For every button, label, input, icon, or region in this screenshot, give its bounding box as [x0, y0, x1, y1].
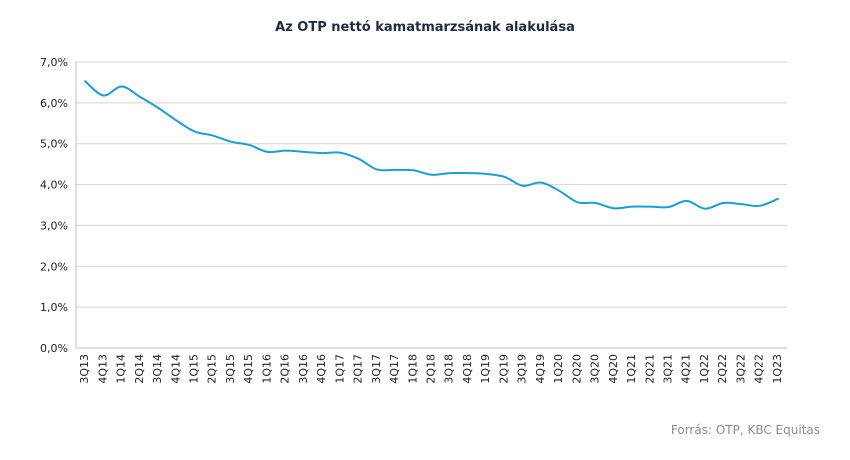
- x-tick-label: 2Q15: [206, 354, 219, 384]
- x-tick-label: 4Q18: [461, 354, 474, 384]
- x-tick-label: 1Q17: [333, 354, 346, 384]
- x-tick-label: 2Q19: [497, 354, 510, 384]
- y-tick-label: 3,0%: [40, 219, 68, 232]
- source-note: Forrás: OTP, KBC Equitas: [671, 423, 820, 437]
- x-tick-label: 2Q22: [716, 354, 729, 384]
- x-tick-label: 4Q22: [753, 354, 766, 384]
- x-tick-label: 2Q18: [425, 354, 438, 384]
- x-tick-label: 4Q14: [169, 354, 182, 384]
- x-tick-label: 2Q17: [352, 354, 365, 384]
- x-tick-label: 4Q15: [242, 354, 255, 384]
- x-tick-label: 3Q14: [151, 354, 164, 384]
- chart-title: Az OTP nettó kamatmarzsának alakulása: [275, 20, 575, 35]
- x-tick-label: 2Q16: [279, 354, 292, 384]
- grid-lines: [75, 61, 787, 349]
- x-tick-label: 4Q13: [96, 354, 109, 384]
- series-line: [84, 80, 779, 210]
- x-tick-label: 3Q16: [297, 354, 310, 384]
- y-tick-label: 0,0%: [40, 342, 68, 355]
- x-tick-label: 1Q18: [406, 354, 419, 384]
- x-tick-label: 1Q20: [552, 354, 565, 384]
- x-tick-label: 1Q19: [479, 354, 492, 384]
- y-tick-label: 7,0%: [40, 56, 68, 69]
- x-tick-label: 4Q20: [607, 354, 620, 384]
- x-tick-label: 2Q21: [643, 354, 656, 384]
- x-tick-label: 3Q17: [370, 354, 383, 384]
- x-tick-label: 2Q14: [133, 354, 146, 384]
- x-tick-label: 1Q21: [625, 354, 638, 384]
- y-tick-label: 2,0%: [40, 260, 68, 273]
- x-tick-label: 1Q15: [188, 354, 201, 384]
- y-tick-label: 1,0%: [40, 301, 68, 314]
- x-tick-label: 3Q15: [224, 354, 237, 384]
- y-tick-label: 6,0%: [40, 97, 68, 110]
- x-tick-label: 1Q14: [115, 354, 128, 384]
- x-tick-label: 4Q17: [388, 354, 401, 384]
- x-tick-label: 3Q21: [662, 354, 675, 384]
- x-tick-label: 1Q23: [771, 354, 784, 384]
- x-tick-label: 4Q21: [680, 354, 693, 384]
- y-tick-label: 5,0%: [40, 138, 68, 151]
- x-tick-label: 3Q18: [443, 354, 456, 384]
- x-tick-label: 4Q19: [534, 354, 547, 384]
- x-tick-label: 3Q20: [589, 354, 602, 384]
- x-tick-label: 4Q16: [315, 354, 328, 384]
- series-layer: [84, 80, 779, 210]
- y-axis-tick-labels: 0,0% 1,0% 2,0% 3,0% 4,0% 5,0% 6,0% 7,0%: [40, 56, 68, 355]
- x-tick-label: 3Q22: [734, 354, 747, 384]
- y-tick-label: 4,0%: [40, 179, 68, 192]
- x-tick-label: 1Q22: [698, 354, 711, 384]
- x-axis-tick-labels: 3Q13 4Q13 1Q14 2Q14 3Q14 4Q14 1Q15 2Q15 3Q15 4Q15…: [78, 354, 784, 384]
- x-tick-label: 3Q13: [78, 354, 91, 384]
- x-tick-label: 1Q16: [260, 354, 273, 384]
- x-tick-label: 2Q20: [570, 354, 583, 384]
- x-tick-label: 3Q19: [516, 354, 529, 384]
